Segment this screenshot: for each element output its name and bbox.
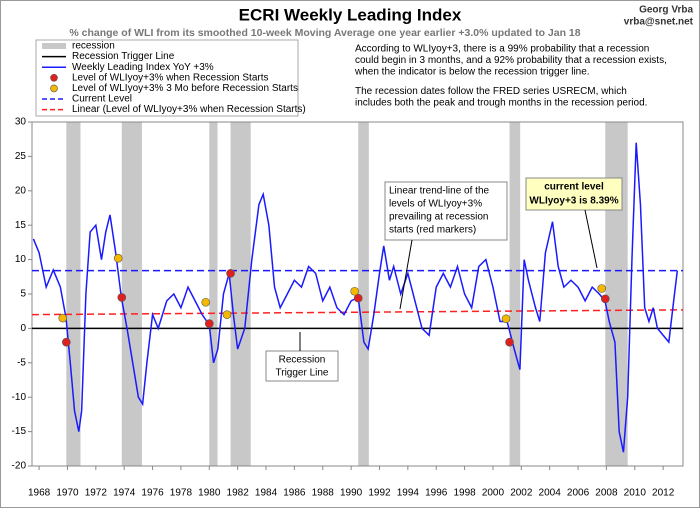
y-tick-label: 20 [15, 185, 27, 196]
author: vrba@snet.net [624, 17, 694, 28]
y-tick-label: 25 [15, 151, 27, 162]
recession-band [358, 122, 369, 466]
marker [201, 297, 211, 307]
x-tick-label: 2004 [539, 488, 562, 499]
chart-subtitle: % change of WLI from its smoothed 10-wee… [69, 27, 580, 39]
y-tick-label: 15 [15, 220, 27, 231]
x-tick-label: 1998 [453, 488, 476, 499]
annotation-arrow [399, 239, 413, 310]
legend-swatch [42, 43, 66, 49]
marker [600, 294, 610, 304]
x-tick-label: 2010 [624, 488, 647, 499]
y-tick-label: 5 [20, 289, 26, 300]
x-tick-label: 1994 [397, 488, 420, 499]
annotation-text: Recession [279, 355, 326, 366]
x-tick-label: 1978 [170, 488, 193, 499]
x-tick-label: 1986 [283, 488, 306, 499]
marker [597, 284, 607, 293]
marker [117, 293, 127, 302]
legend-label: Current Level [72, 94, 132, 105]
legend-swatch [50, 74, 58, 82]
x-tick-label: 1980 [198, 488, 221, 499]
annotation-text: levels of WLIyoy+3% [389, 199, 482, 210]
annotation-text: prevailing at recession [389, 212, 489, 223]
x-tick-label: 1996 [425, 488, 448, 499]
x-tick-label: 1982 [227, 488, 250, 499]
legend-label: Weekly Leading Index YoY +3% [72, 62, 214, 73]
marker [113, 253, 123, 263]
x-tick-label: 1988 [312, 488, 335, 499]
legend-swatch [50, 84, 58, 93]
recession-band [509, 122, 521, 466]
recession-band [209, 122, 218, 466]
note-line: when the indicator is below the recessio… [354, 67, 590, 78]
recession-band [66, 122, 81, 466]
legend-label: Recession Trigger Line [72, 51, 175, 62]
y-tick-label: -15 [12, 426, 27, 437]
annotation-arrow [584, 209, 598, 269]
marker [501, 314, 511, 324]
legend-label: Linear (Level of WLIyoy+3% when Recessio… [72, 104, 306, 115]
notes: According to WLIyoy+3, there is a 99% pr… [354, 44, 667, 109]
x-tick-label: 1992 [368, 488, 391, 499]
x-tick-label: 1984 [255, 488, 278, 499]
author: Georg Vrba [639, 5, 693, 16]
marker [204, 319, 214, 328]
annotation-text: Linear trend-line of the [389, 186, 490, 197]
x-tick-label: 2012 [652, 488, 675, 499]
marker [226, 269, 235, 278]
y-tick-label: -20 [12, 461, 27, 472]
recession-band [605, 122, 628, 466]
x-tick-label: 1972 [85, 488, 108, 499]
note-line: The recession dates follow the FRED seri… [355, 86, 627, 97]
x-tick-label: 1976 [141, 488, 164, 499]
annotation-text: Trigger Line [276, 368, 329, 379]
note-line: could begin in 3 months, and a 92% proba… [355, 55, 667, 66]
y-tick-label: 10 [15, 254, 27, 265]
recession-band [230, 122, 251, 466]
y-tick-label: 30 [15, 117, 27, 128]
recession-band [121, 122, 142, 466]
x-tick-label: 2006 [567, 488, 590, 499]
x-tick-label: 1974 [113, 488, 136, 499]
x-tick-label: 1968 [28, 488, 51, 499]
annotation-text: starts (red markers) [389, 225, 476, 236]
legend-label: Level of WLIyoy+3% when Recession Starts [72, 72, 268, 83]
legend-label: recession [72, 41, 115, 52]
chart-title: ECRI Weekly Leading Index [239, 5, 462, 24]
x-tick-label: 1990 [340, 488, 363, 499]
y-tick-label: -10 [12, 392, 27, 403]
x-tick-label: 2000 [482, 488, 505, 499]
legend-label: Level of WLIyoy+3% 3 Mo before Recession… [72, 83, 298, 94]
note-line: According to WLIyoy+3, there is a 99% pr… [355, 44, 649, 55]
marker [58, 313, 68, 323]
legend-box [35, 39, 299, 117]
x-tick-label: 1970 [56, 488, 79, 499]
annotation-text: WLIyoy+3 is 8.39% [529, 196, 618, 207]
annotation-text: current level [544, 182, 604, 193]
marker [222, 310, 232, 319]
marker [350, 286, 359, 296]
annotation-box [384, 181, 508, 241]
x-tick-label: 2002 [510, 488, 533, 499]
annotation-box [265, 350, 339, 382]
x-tick-label: 2008 [595, 488, 618, 499]
marker [353, 293, 363, 303]
y-tick-label: 0 [20, 323, 26, 334]
note-line: includes both the peak and trough months… [355, 98, 647, 109]
series-line [31, 309, 684, 316]
marker [505, 337, 514, 347]
annotation-box [525, 177, 623, 211]
y-tick-label: -5 [17, 357, 26, 368]
marker [62, 337, 71, 347]
